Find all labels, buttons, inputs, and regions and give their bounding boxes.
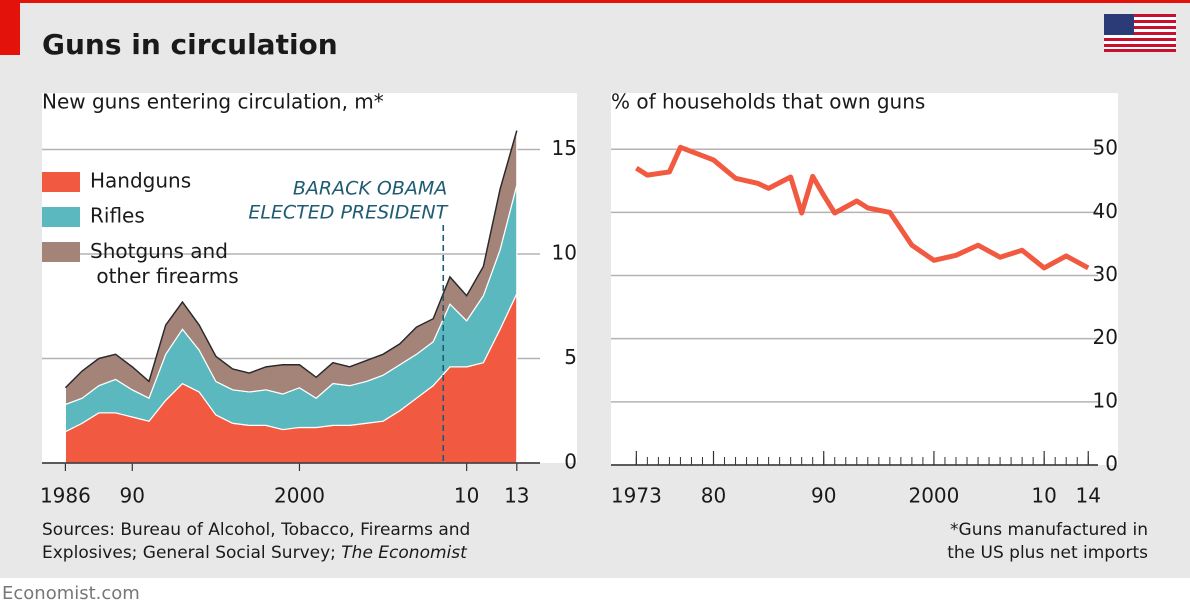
flag [1104,14,1176,52]
legend-swatch [42,207,80,227]
top-rule [0,0,1190,3]
legend-label: Handguns [90,169,191,193]
annotation-text: BARACK OBAMA [293,178,447,200]
legend-swatch [42,172,80,192]
x-tick-label: 13 [504,484,529,508]
flag-stripes [1104,14,1176,52]
y-tick-label: 10 [1093,388,1118,412]
y-tick-label: 15 [552,136,577,160]
y-tick-label: 0 [564,450,577,474]
flag-canton [1104,14,1134,35]
brand-strip [0,578,1190,614]
y-tick-label: 20 [1093,325,1118,349]
y-tick-label: 10 [552,240,577,264]
x-tick-label: 10 [454,484,479,508]
y-tick-label: 40 [1093,199,1118,223]
panel-title: New guns entering circulation, m* [42,90,384,114]
source: Sources: Bureau of Alcohol, Tobacco, Fir… [42,520,470,540]
panel-title: % of households that own guns [611,90,925,114]
annotation-text: ELECTED PRESIDENT [248,202,448,224]
red-tag [0,3,20,55]
x-tick-label: 14 [1076,484,1101,508]
line [635,144,1090,271]
x-tick-label: 10 [1031,484,1056,508]
brand: Economist.com [2,583,140,604]
legend-line: other firearms [90,264,239,288]
legend-label: Shotguns and other firearms [90,239,239,288]
y-tick-label: 50 [1093,136,1118,160]
x-tick-label: 80 [701,484,726,508]
legend-line: Shotguns and [90,239,228,263]
legend-swatch [42,242,80,262]
footnote: *Guns manufactured in [950,520,1148,540]
y-tick-label: 0 [1105,452,1118,476]
legend-label: Rifles [90,204,145,228]
y-tick-label: 30 [1093,262,1118,286]
x-tick-label: 1973 [611,484,662,508]
source-italic: The Economist [341,543,468,563]
total-outline [64,130,518,389]
x-tick-label: 1986 [40,484,91,508]
source: Explosives; General Social Survey; The E… [42,543,468,563]
source: Explosives; General Social Survey; [42,543,341,563]
footnote: the US plus net imports [947,543,1148,563]
y-tick-label: 5 [564,345,577,369]
x-tick-label: 90 [120,484,145,508]
x-tick-label: 2000 [274,484,325,508]
x-tick-label: 2000 [908,484,959,508]
x-tick-label: 90 [811,484,836,508]
title: Guns in circulation [42,28,338,61]
